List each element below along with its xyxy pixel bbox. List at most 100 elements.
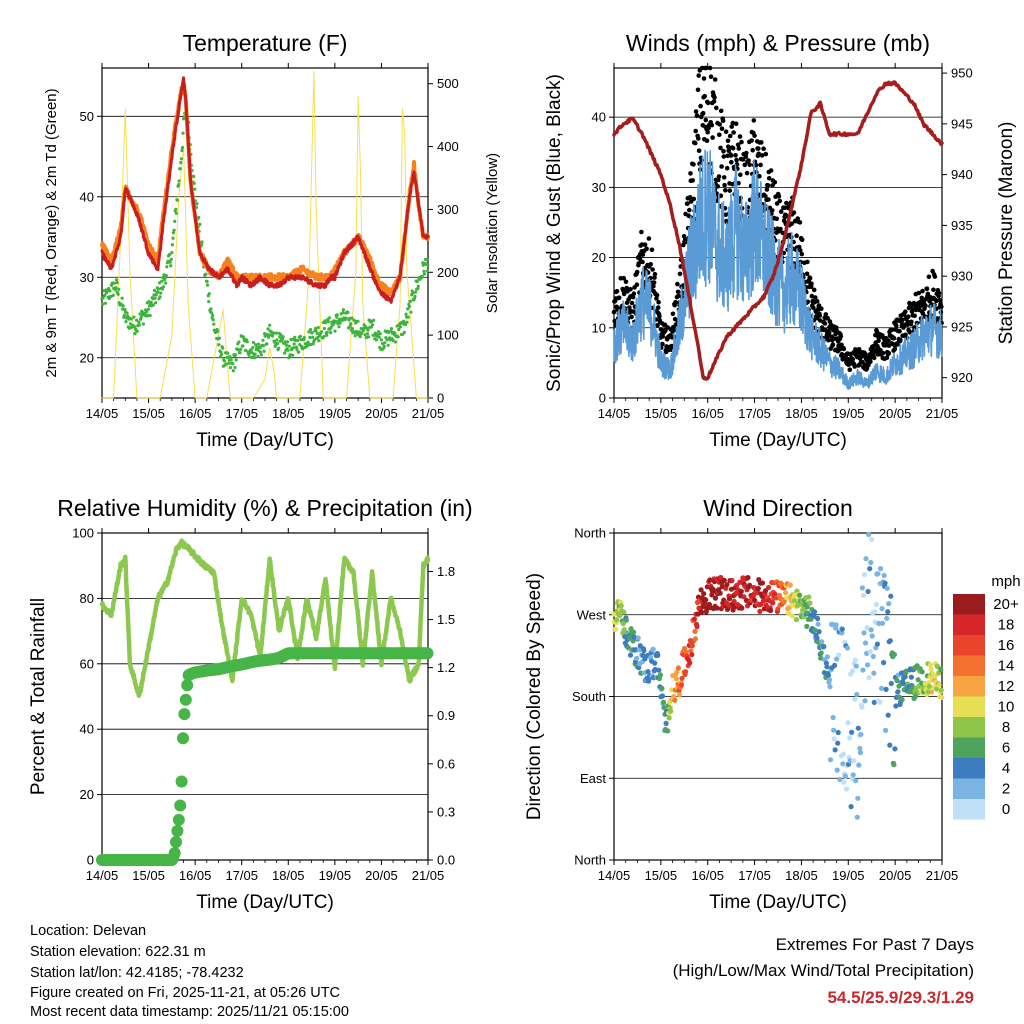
gust-point [766, 176, 772, 181]
relative-humidity-line [99, 538, 431, 698]
colorbar-label: 10 [998, 699, 1015, 716]
dewpoint-point [123, 308, 127, 312]
dewpoint-point [261, 338, 265, 342]
gust-point [897, 328, 902, 334]
dewpoint-point [217, 343, 221, 347]
gust-point [753, 162, 759, 168]
dewpoint-point [265, 342, 269, 346]
dewpoint-point [302, 336, 306, 340]
gust-point [670, 311, 676, 317]
dewpoint-point [222, 359, 226, 363]
extremes-values: 54.5/25.9/29.3/1.29 [827, 988, 974, 1007]
dewpoint-point [379, 338, 383, 342]
dewpoint-point [389, 329, 393, 333]
dewpoint-point [135, 318, 139, 322]
direction-point [860, 667, 866, 673]
dewpoint-point [168, 260, 172, 264]
dewpoint-point [101, 302, 105, 306]
wind_direction-y-tick-label: East [580, 771, 606, 786]
gust-point [868, 359, 873, 365]
gust-point [889, 327, 895, 333]
dewpoint-point [206, 283, 210, 287]
direction-point [875, 571, 881, 577]
gust-point [723, 188, 728, 193]
direction-point [825, 672, 832, 679]
gust-point [731, 130, 736, 135]
dewpoint-point [406, 315, 410, 319]
rh_precip-y2-tick-label: 0.3 [437, 804, 455, 819]
gust-point [673, 299, 678, 305]
gust-point [880, 350, 886, 356]
colorbar-swatch [953, 717, 985, 738]
direction-point [902, 674, 908, 680]
dewpoint-point [115, 281, 119, 285]
rh_precip-x-tick-label: 18/05 [272, 868, 305, 883]
direction-point [636, 665, 642, 671]
gust-point [850, 356, 856, 362]
direction-point [884, 585, 890, 591]
gust-point [704, 138, 710, 143]
dewpoint-point [337, 325, 341, 329]
gust-point [756, 146, 761, 151]
dewpoint-point [356, 319, 360, 323]
direction-point [839, 626, 845, 632]
temperature-y2-label: Solar Insolation (Yellow) [484, 153, 501, 313]
winds-y2-tick-label: 930 [951, 269, 973, 284]
dewpoint-point [262, 349, 266, 353]
gust-point [898, 337, 903, 343]
rh_precip-y-tick-label: 100 [72, 526, 94, 541]
precipitation-point [177, 732, 189, 745]
gust-point [923, 303, 928, 309]
temperature-x-tick-label: 20/05 [365, 406, 398, 421]
gust-point [651, 280, 657, 285]
dewpoint-point [338, 321, 342, 325]
dewpoint-point [195, 202, 199, 206]
colorbar-label: 0 [1002, 801, 1010, 818]
direction-point [675, 665, 682, 671]
dewpoint-point [426, 263, 430, 267]
colorbar-swatch [953, 594, 985, 615]
temperature-frame [101, 67, 429, 399]
gust-point [696, 136, 701, 141]
gust-point [913, 307, 919, 313]
precipitation-point [421, 647, 434, 660]
direction-point [770, 600, 776, 606]
direction-point [791, 598, 798, 604]
colorbar-label: 16 [998, 637, 1015, 654]
dewpoint-point [237, 340, 241, 344]
direction-point [832, 747, 838, 753]
temperature-y2-tick-label: 200 [437, 265, 459, 280]
dewpoint-point [326, 320, 330, 324]
direction-point [883, 686, 889, 693]
temperature-y-tick-label: 30 [80, 270, 94, 285]
colorbar-swatch [953, 799, 985, 820]
colorbar-label: 12 [998, 678, 1015, 695]
wind_direction-y-tick-label: South [572, 689, 606, 704]
dewpoint-point [287, 344, 291, 348]
direction-point [783, 590, 789, 596]
location-text: Location: Delevan [30, 923, 147, 939]
dewpoint-point [420, 274, 424, 278]
direction-point [894, 677, 900, 684]
direction-point [909, 685, 916, 691]
gust-point [876, 338, 881, 344]
dewpoint-point [284, 343, 288, 347]
gust-point [730, 120, 736, 126]
direction-point [724, 582, 730, 588]
gust-point [894, 323, 899, 328]
direction-point [645, 669, 651, 675]
gust-point [726, 144, 731, 149]
dewpoint-point [366, 328, 370, 332]
rh_precip-x-tick-label: 21/05 [412, 868, 445, 883]
rh_precip-x-tick-label: 17/05 [225, 868, 258, 883]
gust-point [718, 145, 723, 151]
direction-point [663, 720, 669, 727]
dewpoint-point [415, 279, 419, 284]
gust-point [738, 172, 743, 178]
gust-point [823, 312, 829, 317]
gust-point [648, 262, 653, 267]
direction-point [877, 566, 884, 572]
winds-y-tick-label: 30 [592, 180, 606, 195]
precipitation-point [171, 825, 184, 837]
gust-point [660, 334, 665, 339]
